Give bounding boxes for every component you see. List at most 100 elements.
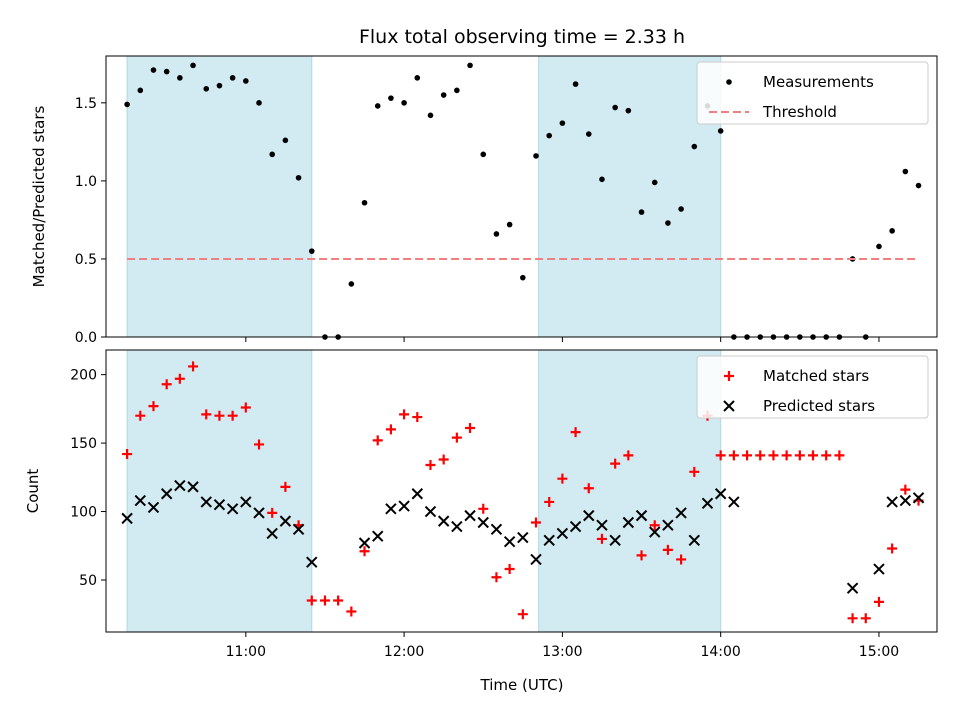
data-point bbox=[229, 75, 236, 81]
data-point bbox=[717, 128, 724, 134]
ratio-panel: 0.0 0.5 1.0 1.5 Matched/Predicted stars Measu… bbox=[30, 55, 938, 346]
data-point bbox=[477, 516, 489, 529]
data-point bbox=[517, 609, 528, 620]
data-point bbox=[610, 458, 621, 469]
data-point bbox=[177, 75, 183, 81]
data-point bbox=[834, 450, 845, 461]
data-point bbox=[385, 424, 396, 435]
data-point bbox=[676, 554, 687, 565]
data-point bbox=[412, 412, 423, 423]
legend-swatch bbox=[723, 400, 735, 412]
legend-box bbox=[696, 355, 929, 419]
data-point bbox=[478, 503, 489, 514]
data-point bbox=[622, 516, 635, 529]
data-point bbox=[240, 402, 251, 413]
data-point bbox=[240, 496, 252, 508]
data-point bbox=[454, 87, 460, 94]
data-point bbox=[701, 497, 714, 510]
data-point bbox=[306, 556, 318, 568]
data-point bbox=[333, 595, 344, 606]
shaded-interval-0 bbox=[126, 349, 313, 633]
data-point bbox=[440, 92, 447, 98]
data-point bbox=[808, 450, 819, 461]
data-point bbox=[490, 523, 503, 536]
data-point bbox=[163, 68, 170, 75]
data-point bbox=[135, 410, 146, 421]
data-point bbox=[635, 509, 648, 522]
data-point bbox=[506, 221, 513, 228]
data-point bbox=[425, 459, 436, 470]
series-matched-stars bbox=[122, 361, 924, 624]
y-tick-label: 100 bbox=[70, 505, 97, 521]
data-point bbox=[781, 450, 792, 461]
data-point bbox=[873, 563, 885, 575]
data-point bbox=[266, 527, 278, 540]
data-point bbox=[137, 87, 144, 94]
data-point bbox=[401, 100, 407, 106]
data-point bbox=[675, 507, 687, 519]
data-point bbox=[900, 484, 911, 495]
data-point bbox=[899, 494, 912, 507]
data-point bbox=[227, 410, 238, 421]
data-point bbox=[544, 496, 555, 507]
data-point bbox=[161, 379, 172, 390]
data-point bbox=[531, 517, 542, 528]
data-point bbox=[188, 361, 199, 372]
data-point bbox=[889, 228, 895, 234]
data-point bbox=[292, 523, 305, 536]
series-predicted-stars bbox=[121, 479, 925, 594]
data-point bbox=[636, 550, 647, 561]
data-point bbox=[876, 243, 882, 250]
data-point bbox=[678, 206, 684, 212]
x-tick-label: 12:00 bbox=[384, 644, 424, 660]
data-point bbox=[372, 530, 384, 542]
data-point bbox=[424, 505, 437, 518]
data-point bbox=[520, 274, 526, 281]
data-point bbox=[714, 488, 727, 500]
x-tick-label: 15:00 bbox=[859, 644, 899, 660]
data-point bbox=[411, 488, 424, 500]
data-point bbox=[451, 432, 462, 443]
data-point bbox=[662, 544, 673, 555]
data-point bbox=[254, 439, 265, 450]
data-point bbox=[160, 488, 173, 500]
data-point bbox=[385, 503, 397, 515]
data-point bbox=[372, 435, 383, 446]
data-point bbox=[399, 409, 410, 420]
data-point bbox=[572, 81, 579, 87]
data-point bbox=[860, 613, 871, 624]
data-point bbox=[651, 179, 658, 186]
data-point bbox=[649, 526, 661, 538]
data-point bbox=[134, 494, 147, 507]
count-panel: 50 100 150 200 11:00 12:00 13:00 14:00 15:00 Coun… bbox=[24, 349, 938, 660]
data-point bbox=[203, 85, 210, 92]
data-point bbox=[214, 410, 225, 421]
data-point bbox=[427, 112, 434, 119]
data-point bbox=[150, 67, 157, 73]
data-point bbox=[174, 479, 186, 492]
data-point bbox=[213, 498, 226, 511]
data-point bbox=[306, 595, 317, 606]
data-point bbox=[319, 595, 330, 606]
data-point bbox=[715, 450, 726, 461]
data-point bbox=[638, 209, 645, 215]
series-measurements bbox=[124, 62, 922, 340]
data-point bbox=[348, 281, 355, 287]
axes-frame bbox=[105, 349, 938, 633]
data-point bbox=[279, 515, 292, 527]
data-point bbox=[190, 62, 196, 69]
legend-label: Matched stars bbox=[763, 367, 869, 385]
legend-swatch bbox=[724, 371, 734, 381]
data-point bbox=[438, 454, 449, 465]
data-point bbox=[755, 450, 766, 461]
legend: Matched stars Predicted stars bbox=[696, 355, 929, 419]
data-point bbox=[612, 104, 618, 111]
data-point bbox=[599, 176, 605, 183]
data-point bbox=[346, 606, 357, 617]
data-point bbox=[493, 231, 500, 237]
legend-label: Threshold bbox=[762, 103, 837, 121]
data-point bbox=[583, 509, 595, 522]
shaded-interval-1 bbox=[538, 349, 722, 633]
data-point bbox=[148, 401, 159, 412]
data-point bbox=[398, 500, 410, 512]
